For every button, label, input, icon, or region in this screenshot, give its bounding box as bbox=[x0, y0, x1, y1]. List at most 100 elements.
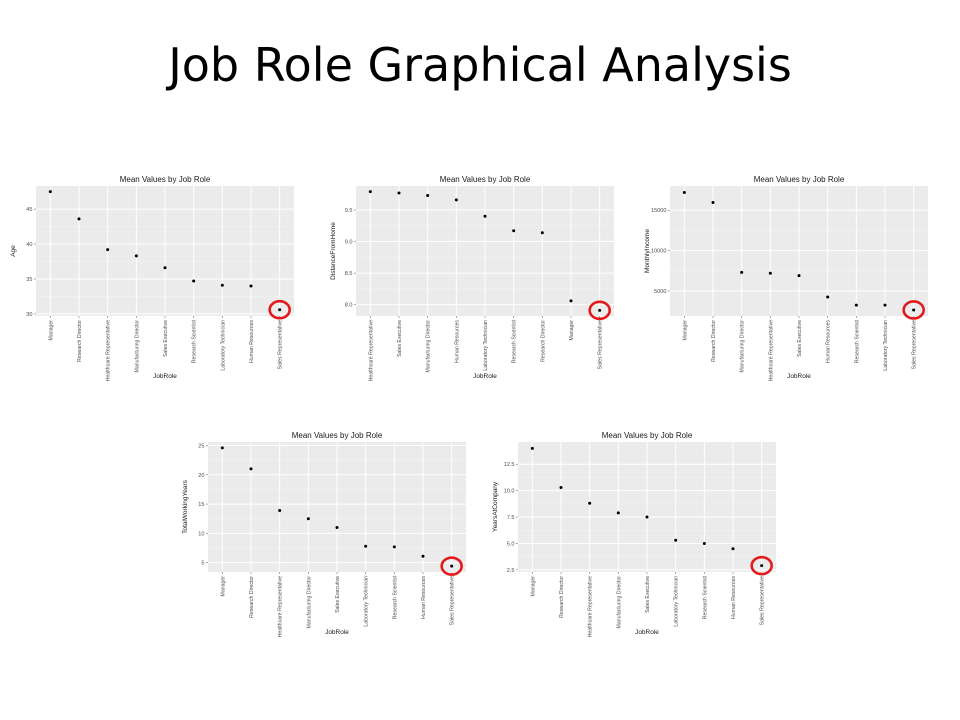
data-point bbox=[559, 485, 563, 489]
chart-total-working-years: 5 10 15 20 25 Manager Research Director Healthc… bbox=[180, 428, 470, 638]
x-tick-label: Manager bbox=[220, 576, 226, 597]
data-point bbox=[454, 198, 458, 202]
data-point bbox=[392, 545, 396, 549]
y-tick-label: 5.0 bbox=[507, 541, 515, 547]
x-tick-label: Healthcare Representative bbox=[106, 320, 112, 382]
y-axis-label: DistanceFromHome bbox=[330, 222, 337, 280]
highlight-circle bbox=[440, 556, 463, 576]
x-tick-label: Manager bbox=[682, 320, 688, 341]
chart-years-at-company: 2.5 5.0 7.5 10.0 12.5 Manager Research Directo… bbox=[490, 428, 780, 638]
y-tick-label: 40 bbox=[26, 242, 32, 248]
data-point bbox=[682, 190, 686, 194]
data-point bbox=[731, 547, 735, 551]
x-tick-label: Human Resources bbox=[454, 320, 460, 363]
data-point bbox=[760, 564, 764, 568]
x-axis-label: JobRole bbox=[635, 629, 659, 636]
x-tick-label: Manufacturing Director bbox=[134, 320, 140, 373]
x-tick-label: Research Scientist bbox=[512, 319, 518, 363]
data-point bbox=[883, 303, 887, 307]
y-tick-label: 45 bbox=[26, 207, 32, 213]
data-point bbox=[912, 308, 916, 312]
data-point bbox=[674, 538, 678, 542]
x-tick-label: Sales Representative bbox=[760, 576, 766, 625]
data-point bbox=[278, 509, 282, 513]
x-tick-label: Human Resources bbox=[249, 320, 255, 363]
x-tick-label: Manager bbox=[530, 576, 536, 597]
x-tick-label: Sales Executive bbox=[163, 320, 169, 357]
y-tick-label: 15 bbox=[198, 502, 204, 508]
x-tick-label: Research Scientist bbox=[854, 319, 860, 363]
y-tick-label: 10.0 bbox=[504, 489, 515, 495]
y-tick-label: 2.5 bbox=[507, 568, 515, 574]
x-tick-label: Manager bbox=[48, 320, 54, 341]
data-point bbox=[106, 248, 110, 252]
x-tick-label: Manufacturing Director bbox=[616, 576, 622, 629]
data-point bbox=[540, 231, 544, 235]
data-point bbox=[588, 501, 592, 505]
y-tick-label: 7.5 bbox=[507, 515, 515, 521]
y-tick-label: 8.5 bbox=[345, 271, 353, 277]
y-axis-label: Age bbox=[10, 245, 17, 257]
x-tick-label: Laboratory Technician bbox=[483, 320, 489, 371]
data-point bbox=[163, 266, 167, 270]
x-tick-label: Sales Representative bbox=[278, 320, 284, 369]
chart-distance-from-home: 8.0 8.5 9.0 9.5 Healthcare Representative Sal… bbox=[328, 172, 618, 382]
x-tick-label: Sales Executive bbox=[397, 320, 403, 357]
y-tick-label: 10 bbox=[198, 531, 204, 537]
x-tick-label: Human Resources bbox=[731, 576, 737, 619]
data-point bbox=[450, 564, 454, 568]
x-tick-label: Research Scientist bbox=[192, 319, 198, 363]
x-tick-label: Research Director bbox=[711, 320, 717, 362]
data-point bbox=[569, 299, 573, 303]
chart-svg: 8.0 8.5 9.0 9.5 Healthcare Representative Sal… bbox=[330, 175, 614, 381]
x-tick-label: Healthcare Representative bbox=[588, 576, 594, 638]
y-tick-label: 8.0 bbox=[345, 303, 353, 309]
y-tick-label: 9.5 bbox=[345, 208, 353, 214]
x-tick-label: Sales Executive bbox=[797, 320, 803, 357]
x-tick-label: Research Director bbox=[540, 320, 546, 362]
chart-title: Mean Values by Job Role bbox=[120, 175, 211, 184]
data-point bbox=[249, 284, 253, 288]
y-tick-label: 15000 bbox=[651, 208, 667, 214]
data-point bbox=[278, 308, 282, 312]
data-point bbox=[249, 467, 253, 471]
x-tick-label: Healthcare Representative bbox=[768, 320, 774, 382]
chart-title: Mean Values by Job Role bbox=[602, 431, 693, 440]
y-tick-label: 9.0 bbox=[345, 240, 353, 246]
y-axis-label: TotalWorkingYears bbox=[182, 479, 189, 534]
data-point bbox=[711, 201, 715, 205]
data-point bbox=[797, 274, 801, 278]
x-tick-label: Research Scientist bbox=[702, 575, 708, 619]
chart-svg: 5 10 15 20 25 Manager Research Director Healthc… bbox=[182, 431, 466, 638]
data-point bbox=[306, 517, 310, 521]
x-tick-label: Research Scientist bbox=[392, 575, 398, 619]
y-tick-label: 25 bbox=[198, 444, 204, 450]
x-tick-label: Healthcare Representative bbox=[278, 576, 284, 638]
highlight-circle bbox=[268, 299, 291, 320]
x-tick-label: Laboratory Technician bbox=[674, 576, 680, 627]
x-tick-label: Laboratory Technician bbox=[220, 320, 226, 371]
data-point bbox=[220, 283, 224, 287]
data-point bbox=[364, 544, 368, 548]
data-point bbox=[421, 554, 425, 558]
y-axis-label: YearsAtCompany bbox=[492, 481, 499, 532]
x-tick-label: Laboratory Technician bbox=[364, 576, 370, 627]
y-tick-label: 12.5 bbox=[504, 462, 515, 468]
data-point bbox=[826, 295, 830, 299]
data-point bbox=[220, 446, 224, 450]
chart-monthly-income: 5000 10000 15000 Manager Research Director Ma… bbox=[642, 172, 932, 382]
data-point bbox=[740, 270, 744, 274]
chart-title: Mean Values by Job Role bbox=[754, 175, 845, 184]
data-point bbox=[192, 279, 196, 283]
data-point bbox=[645, 515, 649, 519]
x-tick-label: Sales Executive bbox=[645, 576, 651, 613]
x-tick-label: Manufacturing Director bbox=[306, 576, 312, 629]
chart-title: Mean Values by Job Role bbox=[292, 431, 383, 440]
chart-title: Mean Values by Job Role bbox=[440, 175, 531, 184]
data-point bbox=[426, 193, 430, 197]
data-point bbox=[702, 541, 706, 545]
x-tick-label: Research Director bbox=[249, 576, 255, 618]
chart-svg: 2.5 5.0 7.5 10.0 12.5 Manager Research Directo… bbox=[492, 431, 776, 638]
y-tick-label: 35 bbox=[26, 277, 32, 283]
slide-title: Job Role Graphical Analysis bbox=[168, 38, 792, 92]
